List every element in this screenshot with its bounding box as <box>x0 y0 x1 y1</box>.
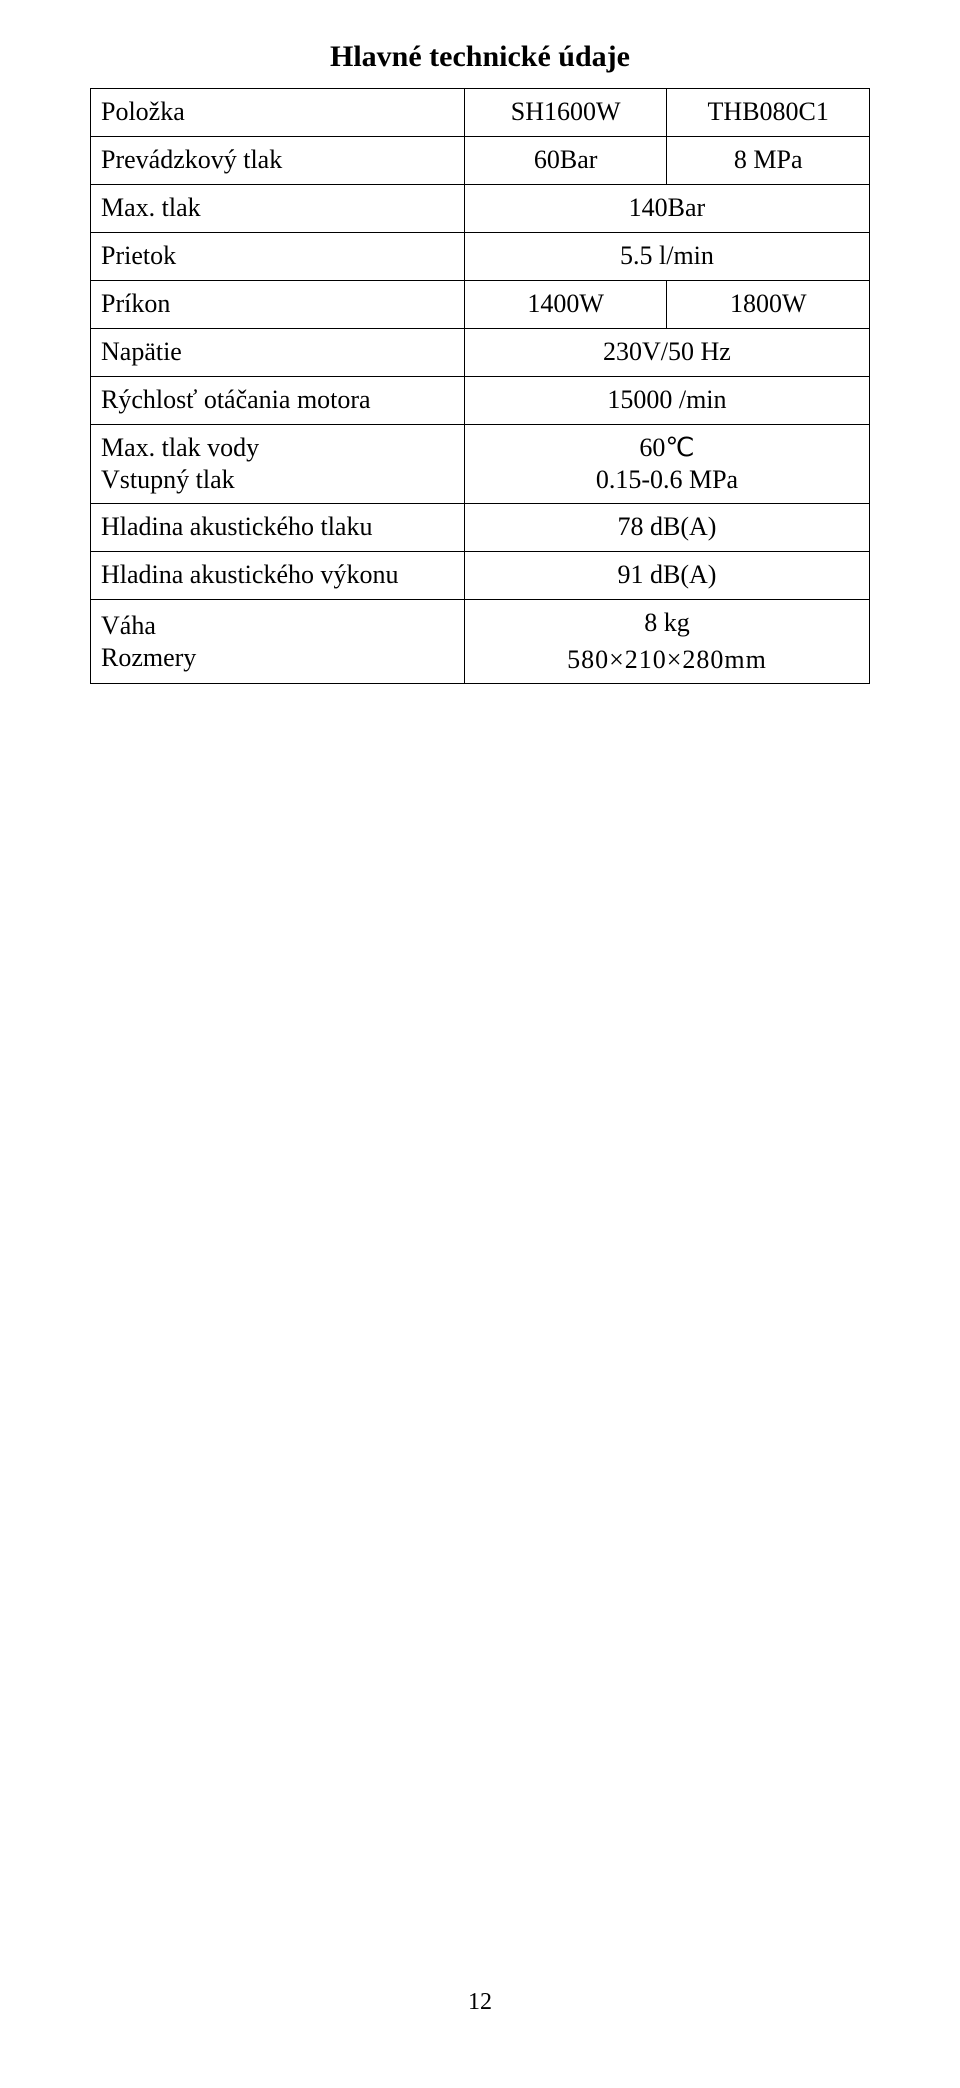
cell-label: Rýchlosť otáčania motora <box>91 377 465 425</box>
cell-value: 230V/50 Hz <box>464 329 869 377</box>
table-row: Príkon 1400W 1800W <box>91 281 870 329</box>
cell-value: 60Bar <box>464 137 667 185</box>
cell-label-group: Max. tlak vody Vstupný tlak <box>91 425 465 504</box>
cell-value: 60℃ <box>465 425 869 464</box>
cell-value: 1800W <box>667 281 870 329</box>
cell-label: Prietok <box>91 233 465 281</box>
cell-value-group: 8 kg 580×210×280mm <box>464 600 869 684</box>
cell-value: 91 dB(A) <box>464 552 869 600</box>
cell-value: 8 kg <box>465 600 869 639</box>
cell-value: SH1600W <box>464 89 667 137</box>
cell-label: Max. tlak vody <box>91 425 464 464</box>
cell-value-group: 60℃ 0.15-0.6 MPa <box>464 425 869 504</box>
table-row: Prietok 5.5 l/min <box>91 233 870 281</box>
cell-label: Prevádzkový tlak <box>91 137 465 185</box>
cell-value: 15000 /min <box>464 377 869 425</box>
cell-value: 0.15-0.6 MPa <box>465 464 869 503</box>
cell-value: 8 MPa <box>667 137 870 185</box>
cell-label: Max. tlak <box>91 185 465 233</box>
table-row: Váha Rozmery 8 kg 580×210×280mm <box>91 600 870 684</box>
cell-label-group: Váha Rozmery <box>91 600 465 684</box>
page-title: Hlavné technické údaje <box>90 40 870 74</box>
cell-label: Napätie <box>91 329 465 377</box>
cell-label: Hladina akustického výkonu <box>91 552 465 600</box>
cell-label: Príkon <box>91 281 465 329</box>
cell-value: 140Bar <box>464 185 869 233</box>
cell-value: 5.5 l/min <box>464 233 869 281</box>
cell-value: THB080C1 <box>667 89 870 137</box>
spec-table: Položka SH1600W THB080C1 Prevádzkový tla… <box>90 88 870 684</box>
cell-label: Váha <box>91 603 464 642</box>
table-row: Max. tlak vody Vstupný tlak 60℃ 0.15-0.6… <box>91 425 870 504</box>
cell-label: Rozmery <box>91 642 464 681</box>
table-row: Hladina akustického výkonu 91 dB(A) <box>91 552 870 600</box>
table-row: Hladina akustického tlaku 78 dB(A) <box>91 504 870 552</box>
table-row: Položka SH1600W THB080C1 <box>91 89 870 137</box>
cell-value: 78 dB(A) <box>464 504 869 552</box>
table-row: Prevádzkový tlak 60Bar 8 MPa <box>91 137 870 185</box>
cell-value: 1400W <box>464 281 667 329</box>
cell-value: 580×210×280mm <box>465 639 869 683</box>
table-row: Max. tlak 140Bar <box>91 185 870 233</box>
cell-label: Vstupný tlak <box>91 464 464 503</box>
table-row: Napätie 230V/50 Hz <box>91 329 870 377</box>
table-row: Rýchlosť otáčania motora 15000 /min <box>91 377 870 425</box>
cell-label: Položka <box>91 89 465 137</box>
cell-label: Hladina akustického tlaku <box>91 504 465 552</box>
page-number: 12 <box>0 1989 960 2016</box>
